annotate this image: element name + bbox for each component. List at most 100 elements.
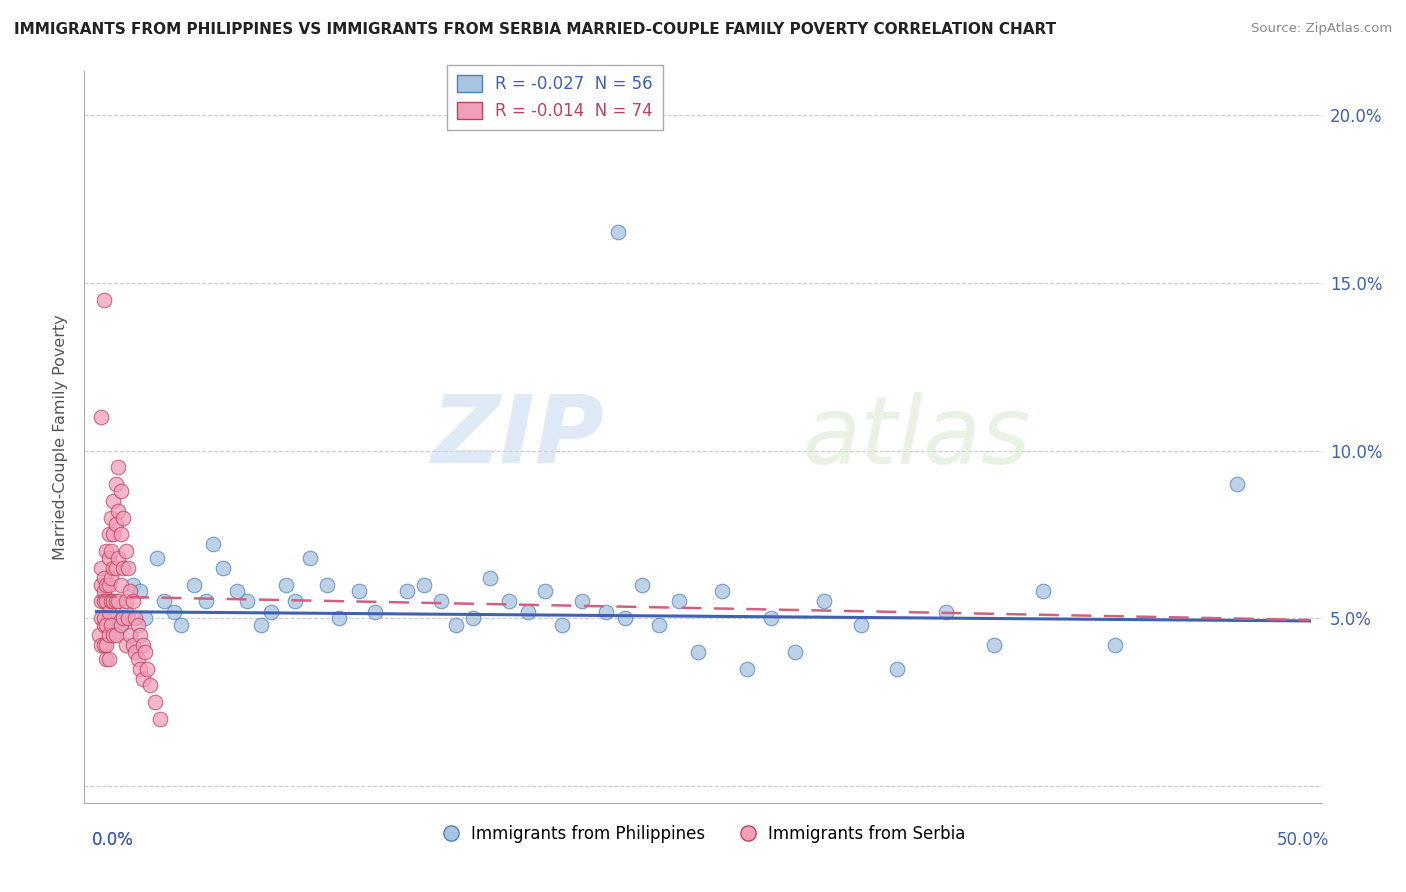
Point <box>347 584 370 599</box>
Point <box>104 594 127 608</box>
Point <box>100 544 122 558</box>
Point <box>93 584 115 599</box>
Text: 50.0%: 50.0% <box>1277 831 1329 849</box>
Point <box>328 611 350 625</box>
Point <box>163 605 186 619</box>
Point <box>170 618 193 632</box>
Point <box>93 638 115 652</box>
Y-axis label: Married-Couple Family Poverty: Married-Couple Family Poverty <box>53 314 69 560</box>
Point <box>551 618 574 632</box>
Point <box>143 695 166 709</box>
Point <box>93 293 115 307</box>
Point <box>104 628 127 642</box>
Point <box>103 493 125 508</box>
Point <box>668 594 690 608</box>
Point <box>688 645 710 659</box>
Point <box>104 477 127 491</box>
Point <box>112 561 135 575</box>
Point <box>100 571 122 585</box>
Point <box>110 618 132 632</box>
Point <box>284 594 307 608</box>
Point <box>631 578 654 592</box>
Point <box>110 618 132 632</box>
Point <box>93 594 115 608</box>
Point <box>886 662 908 676</box>
Point <box>444 618 467 632</box>
Point <box>153 594 176 608</box>
Point <box>129 584 152 599</box>
Point <box>194 594 217 608</box>
Point <box>90 409 112 424</box>
Point <box>735 662 758 676</box>
Text: IMMIGRANTS FROM PHILIPPINES VS IMMIGRANTS FROM SERBIA MARRIED-COUPLE FAMILY POVE: IMMIGRANTS FROM PHILIPPINES VS IMMIGRANT… <box>14 22 1056 37</box>
Point <box>813 594 835 608</box>
Point <box>103 628 125 642</box>
Point <box>127 618 149 632</box>
Point <box>112 611 135 625</box>
Point <box>117 611 139 625</box>
Point <box>129 628 152 642</box>
Point <box>274 578 297 592</box>
Point <box>114 638 136 652</box>
Point <box>90 561 112 575</box>
Point <box>127 651 149 665</box>
Point <box>364 605 387 619</box>
Point <box>124 645 146 659</box>
Point <box>134 645 156 659</box>
Point <box>711 584 734 599</box>
Text: Source: ZipAtlas.com: Source: ZipAtlas.com <box>1251 22 1392 36</box>
Point <box>759 611 782 625</box>
Point <box>103 527 125 541</box>
Point <box>461 611 484 625</box>
Text: ZIP: ZIP <box>432 391 605 483</box>
Point <box>226 584 249 599</box>
Point <box>122 594 145 608</box>
Point <box>498 594 520 608</box>
Point <box>117 561 139 575</box>
Point <box>139 678 162 692</box>
Point <box>97 594 120 608</box>
Point <box>250 618 273 632</box>
Point <box>100 594 122 608</box>
Point <box>124 611 146 625</box>
Point <box>114 594 136 608</box>
Point <box>90 594 112 608</box>
Point <box>96 544 118 558</box>
Point <box>534 584 557 599</box>
Point <box>110 578 132 592</box>
Point <box>120 628 142 642</box>
Point <box>120 584 142 599</box>
Point <box>96 618 118 632</box>
Point <box>112 510 135 524</box>
Point <box>93 611 115 625</box>
Point <box>114 605 136 619</box>
Point <box>298 550 321 565</box>
Point <box>103 594 125 608</box>
Point <box>90 611 112 625</box>
Point <box>93 571 115 585</box>
Point <box>1032 584 1054 599</box>
Point <box>129 662 152 676</box>
Point <box>236 594 259 608</box>
Point <box>413 578 436 592</box>
Point <box>104 517 127 532</box>
Point <box>97 628 120 642</box>
Point <box>93 618 115 632</box>
Point <box>97 578 120 592</box>
Point <box>107 504 129 518</box>
Point <box>114 544 136 558</box>
Point <box>122 638 145 652</box>
Point <box>648 618 671 632</box>
Point <box>97 605 120 619</box>
Point <box>96 594 118 608</box>
Point <box>316 578 339 592</box>
Point <box>96 651 118 665</box>
Point <box>110 483 132 498</box>
Point <box>201 537 224 551</box>
Text: 0.0%: 0.0% <box>91 831 134 849</box>
Point <box>571 594 593 608</box>
Point <box>146 550 169 565</box>
Point <box>1226 477 1249 491</box>
Point <box>104 561 127 575</box>
Point <box>260 605 283 619</box>
